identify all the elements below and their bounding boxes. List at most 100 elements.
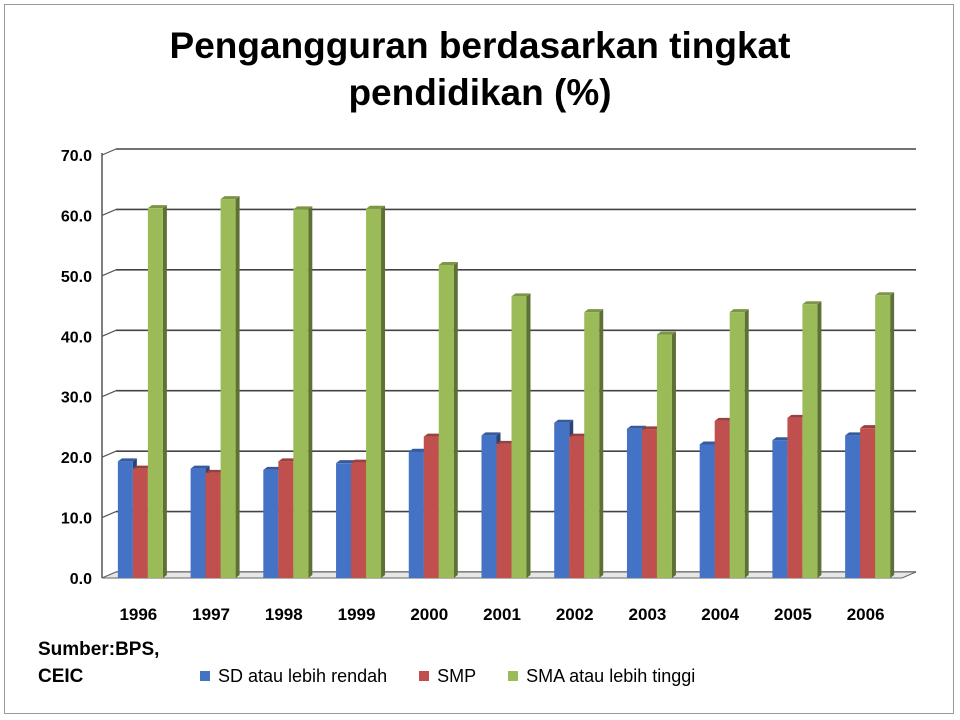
bar-top-sd-2003 [626,425,646,429]
bar-smp-2001 [496,443,512,578]
x-tick-label-1998: 1998 [265,605,303,624]
legend-item-sma: SMA atau lebih tinggi [508,666,695,687]
y-tick-label-7: 70.0 [61,148,92,165]
y-tick-label-3: 30.0 [61,390,92,407]
bar-sma-1997 [220,199,236,578]
bar-sd-2006 [845,435,861,578]
bar-top-sma-2006 [875,292,895,296]
bar-smp-2000 [423,436,439,578]
bar-side-sma-2004 [744,309,749,578]
bar-smp-2004 [714,420,730,578]
bar-top-sma-2003 [656,331,676,335]
y-tick-label-2: 20.0 [61,450,92,467]
bar-sma-2003 [656,334,672,578]
x-tick-label-2000: 2000 [410,605,448,624]
bar-sma-2000 [438,264,454,578]
bar-sma-1999 [366,208,382,578]
source-note: Sumber:BPS, CEIC [38,636,159,690]
bar-smp-2003 [641,429,657,578]
y-tick-label-1: 10.0 [61,511,92,528]
bar-side-sma-2005 [817,301,822,578]
bar-sma-2001 [511,296,527,578]
bar-top-smp-1999 [351,459,371,463]
bar-top-smp-2002 [569,433,589,437]
bar-sma-2005 [802,304,818,578]
bar-top-sd-1997 [190,465,210,469]
bar-top-sd-2000 [408,448,428,452]
x-tick-label-2005: 2005 [774,605,812,624]
x-tick-label-2004: 2004 [701,605,739,624]
bar-top-sma-1997 [220,196,240,200]
bar-top-smp-2004 [714,417,734,421]
bar-side-sma-2002 [599,309,604,578]
y-tick-label-0: 0.0 [70,571,92,588]
chart-title-line-2: pendidikan (%) [348,72,612,113]
bar-top-sma-1998 [293,206,313,210]
gridline-diag-1 [101,511,117,519]
chart-title-line-1: Pengangguran berdasarkan tingkat [169,25,791,66]
bar-side-sma-1997 [235,196,240,578]
legend-swatch-sd [200,671,210,681]
x-tick-label-1999: 1999 [338,605,376,624]
bar-sd-1996 [117,461,133,578]
bar-smp-1999 [351,462,367,578]
bar-top-smp-2001 [496,440,516,444]
bar-sd-2002 [554,422,570,578]
bar-top-smp-1997 [205,469,225,473]
bar-sd-1997 [190,468,206,578]
legend-item-smp: SMP [419,666,476,687]
bar-sd-1999 [336,463,352,578]
bar-top-sd-2001 [481,432,501,436]
bar-sd-2000 [408,451,424,578]
bar-top-sma-2004 [729,309,749,313]
bar-top-sd-1999 [336,460,356,464]
bar-sd-1998 [263,469,279,578]
bar-sd-2003 [626,428,642,578]
legend-label-sma: SMA atau lebih tinggi [526,665,696,686]
chart-title: Pengangguran berdasarkan tingkat pendidi… [0,22,960,116]
bar-side-sma-2006 [890,292,895,578]
bar-top-sma-2005 [802,301,822,305]
bar-side-sma-1996 [162,205,167,579]
bar-side-sma-2000 [453,261,458,578]
source-line-1: Sumber:BPS, [38,639,160,660]
y-tick-label-5: 50.0 [61,269,92,286]
bar-top-sma-2002 [584,309,604,313]
y-tick-label-4: 40.0 [61,329,92,346]
bar-side-sma-1999 [381,205,386,578]
legend-label-sd: SD atau lebih rendah [218,665,388,686]
bar-sd-2004 [699,444,715,578]
gridline-diag-4 [101,329,117,337]
bar-sma-2002 [584,312,600,578]
bar-side-sma-2001 [526,293,531,578]
bar-top-smp-2003 [641,426,661,430]
bar-smp-2006 [860,428,876,578]
bar-sd-2005 [772,440,788,578]
x-tick-label-2006: 2006 [847,605,885,624]
bar-top-sma-2000 [438,261,458,265]
bar-side-sma-1998 [308,206,313,578]
bar-top-smp-2000 [423,433,443,437]
bar-top-smp-1998 [278,458,298,462]
legend-swatch-smp [419,671,430,681]
bar-top-sd-1998 [263,466,283,470]
bar-top-smp-2006 [860,425,880,429]
x-tick-label-1996: 1996 [119,605,157,624]
bar-top-smp-1996 [132,465,152,469]
legend: SD atau lebih rendah SMP SMA atau lebih … [200,664,727,688]
bar-smp-2005 [787,417,803,578]
gridline-diag-5 [101,269,117,277]
bar-top-sma-1999 [366,205,386,209]
bar-sma-2006 [875,295,891,578]
source-line-2: CEIC [38,666,84,687]
legend-item-sd: SD atau lebih rendah [200,666,387,687]
legend-label-smp: SMP [437,665,477,686]
bar-top-sma-2001 [511,293,531,297]
gridline-diag-2 [101,450,117,458]
y-tick-label-6: 60.0 [61,208,92,225]
chart-frame [4,4,954,714]
x-tick-label-1997: 1997 [192,605,230,624]
bar-sma-1998 [293,209,309,578]
x-tick-label-2003: 2003 [629,605,667,624]
